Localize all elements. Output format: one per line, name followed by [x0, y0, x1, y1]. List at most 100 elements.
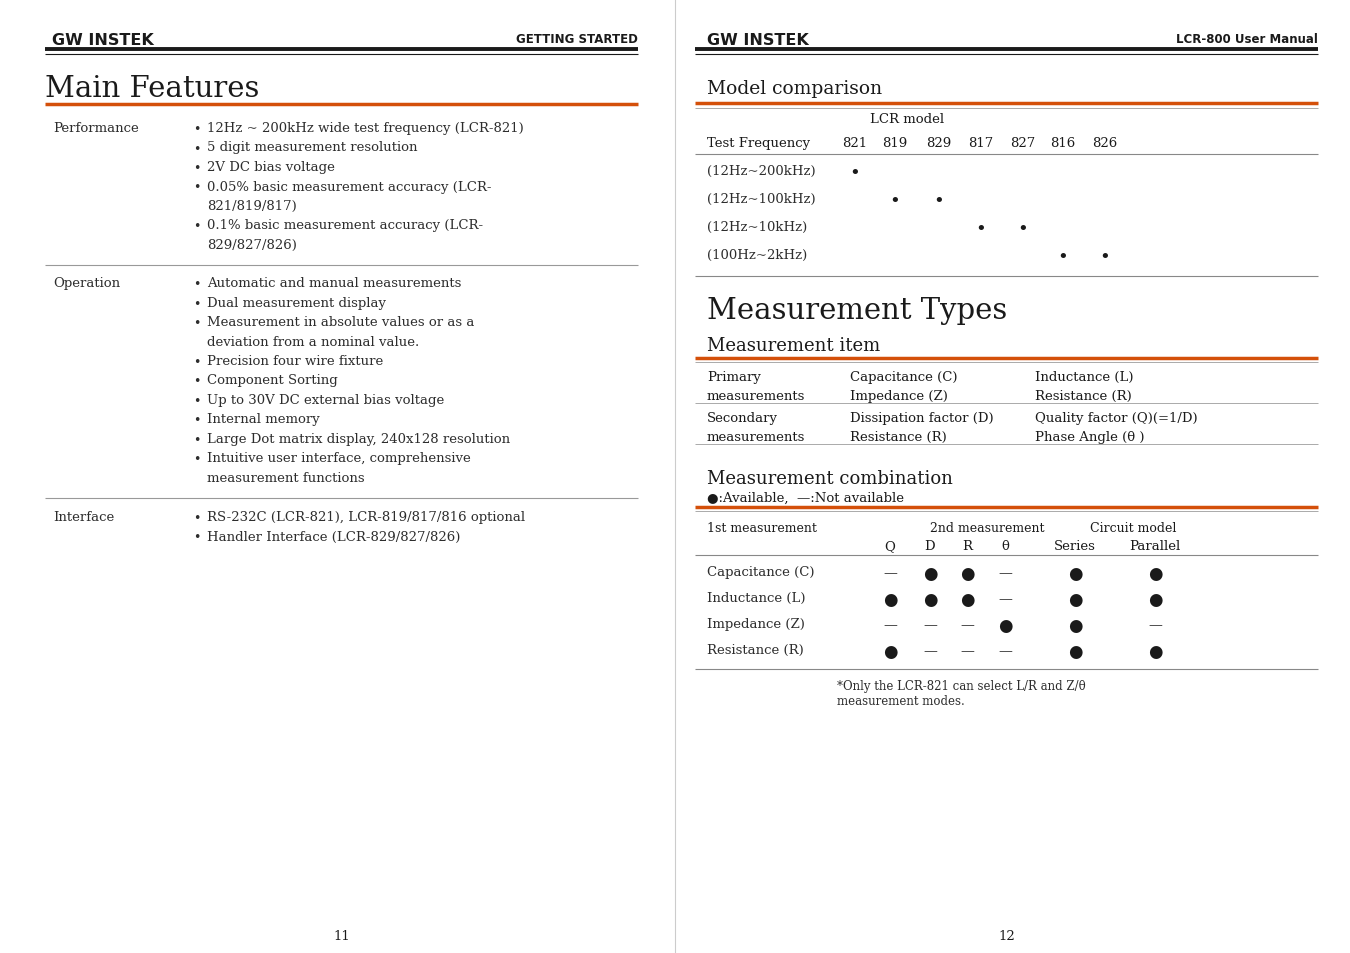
Text: Large Dot matrix display, 240x128 resolution: Large Dot matrix display, 240x128 resolu…: [207, 433, 510, 446]
Text: RS-232C (LCR-821), LCR-819/817/816 optional: RS-232C (LCR-821), LCR-819/817/816 optio…: [207, 511, 525, 523]
Text: •: •: [193, 297, 200, 311]
Text: Dissipation factor (D): Dissipation factor (D): [850, 412, 994, 424]
Text: 1st measurement: 1st measurement: [707, 521, 817, 535]
Text: ●: ●: [1148, 643, 1162, 660]
Text: •: •: [1100, 249, 1110, 267]
Text: ●: ●: [960, 592, 975, 608]
Text: GW INSTEK: GW INSTEK: [707, 33, 809, 48]
Text: •: •: [193, 355, 200, 369]
Text: Handler Interface (LCR-829/827/826): Handler Interface (LCR-829/827/826): [207, 530, 460, 543]
Text: •: •: [1018, 221, 1029, 239]
Text: ●:Available,  —:Not available: ●:Available, —:Not available: [707, 492, 904, 504]
Text: 817: 817: [968, 137, 994, 150]
Text: •: •: [890, 193, 900, 211]
Text: 816: 816: [1050, 137, 1076, 150]
Text: 2V DC bias voltage: 2V DC bias voltage: [207, 161, 335, 173]
Text: Q: Q: [884, 539, 895, 553]
Text: •: •: [193, 414, 200, 427]
Text: θ: θ: [1002, 539, 1008, 553]
Text: ●: ●: [1068, 565, 1083, 582]
Text: Operation: Operation: [53, 277, 120, 291]
Text: •: •: [193, 162, 200, 174]
Text: ●: ●: [1148, 592, 1162, 608]
Text: •: •: [193, 142, 200, 155]
Text: •: •: [193, 453, 200, 466]
Text: ●: ●: [923, 592, 937, 608]
Text: 821: 821: [842, 137, 868, 150]
Text: Inductance (L): Inductance (L): [1035, 371, 1134, 384]
Text: •: •: [934, 193, 945, 211]
Text: ●: ●: [1068, 643, 1083, 660]
Text: Inductance (L): Inductance (L): [707, 592, 806, 604]
Text: 829/827/826): 829/827/826): [207, 238, 297, 252]
Text: Capacitance (C): Capacitance (C): [707, 565, 814, 578]
Text: —: —: [960, 618, 973, 631]
Text: —: —: [923, 618, 937, 631]
Text: LCR model: LCR model: [869, 112, 944, 126]
Text: —: —: [883, 565, 896, 579]
Text: Series: Series: [1054, 539, 1096, 553]
Text: 829: 829: [926, 137, 952, 150]
Text: Measurement Types: Measurement Types: [707, 296, 1007, 325]
Text: Dual measurement display: Dual measurement display: [207, 296, 386, 310]
Text: —: —: [998, 643, 1012, 658]
Text: •: •: [193, 278, 200, 292]
Text: •: •: [193, 123, 200, 136]
Text: •: •: [193, 531, 200, 544]
Text: Measurement item: Measurement item: [707, 336, 880, 355]
Text: ●: ●: [1148, 565, 1162, 582]
Text: 0.1% basic measurement accuracy (LCR-: 0.1% basic measurement accuracy (LCR-: [207, 219, 483, 232]
Text: Internal memory: Internal memory: [207, 413, 320, 426]
Text: Impedance (Z): Impedance (Z): [707, 618, 805, 630]
Text: 12: 12: [998, 929, 1015, 942]
Text: 819: 819: [883, 137, 907, 150]
Text: Up to 30V DC external bias voltage: Up to 30V DC external bias voltage: [207, 394, 444, 407]
Text: Main Features: Main Features: [45, 75, 259, 103]
Text: Parallel: Parallel: [1130, 539, 1181, 553]
Text: •: •: [193, 395, 200, 408]
Text: —: —: [998, 592, 1012, 605]
Text: LCR-800 User Manual: LCR-800 User Manual: [1176, 33, 1318, 46]
Text: (100Hz~2kHz): (100Hz~2kHz): [707, 249, 807, 262]
Text: GW INSTEK: GW INSTEK: [53, 33, 154, 48]
Text: 12Hz ~ 200kHz wide test frequency (LCR-821): 12Hz ~ 200kHz wide test frequency (LCR-8…: [207, 122, 524, 135]
Text: Performance: Performance: [53, 122, 139, 135]
Text: Measurement combination: Measurement combination: [707, 470, 953, 488]
Text: •: •: [849, 165, 860, 183]
Text: 826: 826: [1092, 137, 1118, 150]
Text: (12Hz~100kHz): (12Hz~100kHz): [707, 193, 815, 206]
Text: measurements: measurements: [707, 390, 806, 402]
Text: Resistance (R): Resistance (R): [850, 431, 946, 443]
Text: Secondary: Secondary: [707, 412, 778, 424]
Text: ●: ●: [998, 618, 1012, 635]
Text: 827: 827: [1010, 137, 1035, 150]
Text: *Only the LCR-821 can select L/R and Z/θ
measurement modes.: *Only the LCR-821 can select L/R and Z/θ…: [837, 679, 1085, 707]
Text: Resistance (R): Resistance (R): [707, 643, 803, 657]
Text: ●: ●: [883, 643, 898, 660]
Text: Interface: Interface: [53, 511, 115, 523]
Text: •: •: [976, 221, 987, 239]
Text: —: —: [960, 643, 973, 658]
Text: ●: ●: [1068, 592, 1083, 608]
Text: ●: ●: [1068, 618, 1083, 635]
Text: Resistance (R): Resistance (R): [1035, 390, 1131, 402]
Text: —: —: [883, 618, 896, 631]
Text: D: D: [925, 539, 936, 553]
Text: Model comparison: Model comparison: [707, 80, 882, 98]
Text: Capacitance (C): Capacitance (C): [850, 371, 957, 384]
Text: Test Frequency: Test Frequency: [707, 137, 810, 150]
Text: •: •: [193, 375, 200, 388]
Text: 2nd measurement: 2nd measurement: [930, 521, 1045, 535]
Text: 821/819/817): 821/819/817): [207, 200, 297, 213]
Text: (12Hz~200kHz): (12Hz~200kHz): [707, 165, 815, 178]
Text: •: •: [1057, 249, 1068, 267]
Text: deviation from a nominal value.: deviation from a nominal value.: [207, 335, 420, 349]
Text: Quality factor (Q)(=1/D): Quality factor (Q)(=1/D): [1035, 412, 1197, 424]
Text: GETTING STARTED: GETTING STARTED: [516, 33, 639, 46]
Text: measurement functions: measurement functions: [207, 472, 364, 484]
Text: •: •: [193, 512, 200, 524]
Text: R: R: [963, 539, 972, 553]
Text: —: —: [998, 565, 1012, 579]
Text: Component Sorting: Component Sorting: [207, 375, 338, 387]
Text: 5 digit measurement resolution: 5 digit measurement resolution: [207, 141, 417, 154]
